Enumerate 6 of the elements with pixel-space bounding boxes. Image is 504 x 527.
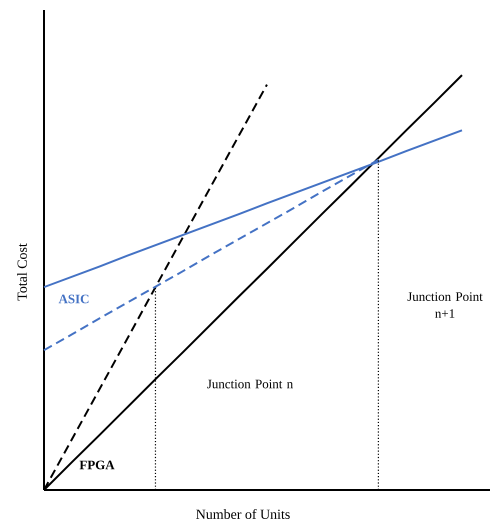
annotation: Junction Point n bbox=[207, 380, 293, 388]
y-axis-title: Total Cost bbox=[17, 243, 27, 301]
annotation: FPGA bbox=[80, 460, 115, 470]
annotation: Junction Point n+1 bbox=[407, 292, 483, 318]
x-axis-title: Number of Units bbox=[196, 509, 290, 519]
annotation: ASIC bbox=[58, 294, 88, 304]
